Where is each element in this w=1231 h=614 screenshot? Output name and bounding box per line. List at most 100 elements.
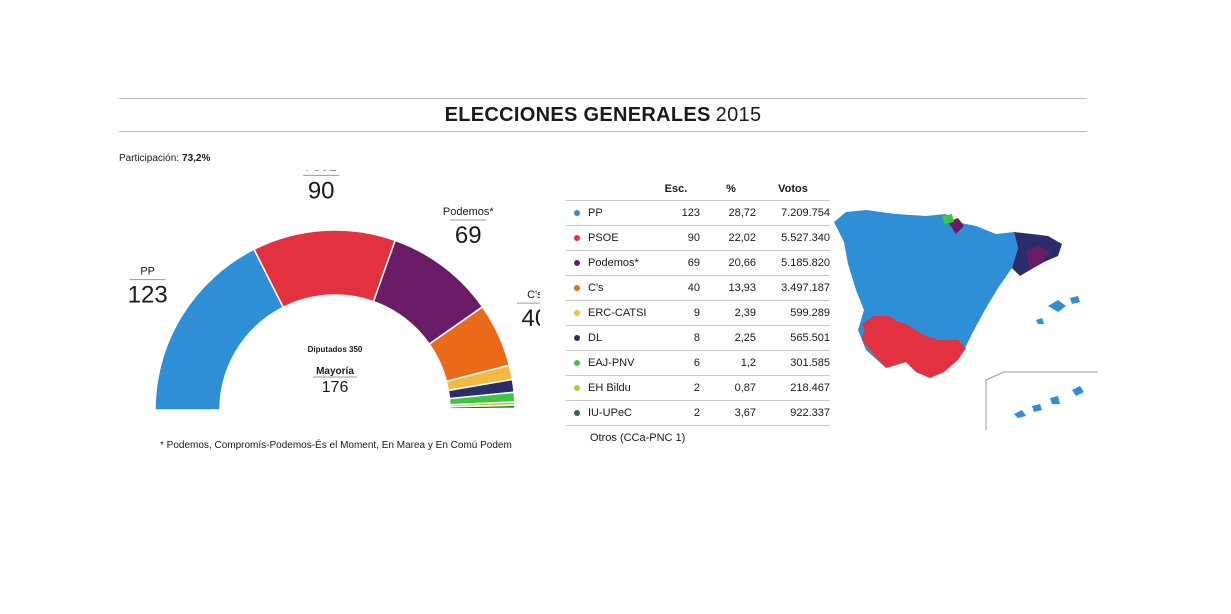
seats-cell: 69 [652, 250, 706, 276]
seat-label-3: C's 40 [516, 289, 540, 332]
votes-cell: 218.467 [756, 375, 830, 401]
legend-dot-cell [566, 250, 588, 276]
header-votes: Votos [778, 183, 808, 195]
party-label: PSOE [306, 170, 337, 173]
mayoria-label: Mayoría [316, 366, 354, 377]
percent-cell: 0,87 [706, 375, 756, 401]
legend-dot-cell [566, 200, 588, 226]
table-row: DL 8 2,25 565.501 [566, 325, 830, 351]
otros-note: Otros (CCa-PNC 1) [590, 432, 686, 444]
table-row: C's 40 13,93 3.497.187 [566, 275, 830, 301]
party-color-dot [574, 260, 580, 267]
votes-cell: 5.185.820 [756, 250, 830, 276]
title-main: ELECCIONES GENERALES [444, 104, 711, 126]
seats-cell: 8 [652, 325, 706, 351]
seats-cell: 2 [652, 375, 706, 401]
seats-cell: 2 [652, 400, 706, 426]
party-name: EAJ-PNV [588, 350, 652, 376]
title-bottom-rule [119, 131, 1087, 132]
seat-segment-0 [154, 248, 285, 411]
map-canarias-box [985, 371, 1098, 430]
diputados-label: Diputados 350 [308, 345, 363, 354]
spain-results-map [834, 210, 1098, 430]
seat-count: 90 [308, 177, 335, 204]
participation-label: Participación: [119, 153, 180, 164]
header-esc: Esc. [664, 183, 688, 195]
map-region-psoe-extremadura [862, 316, 896, 340]
table-row: PSOE 90 22,02 5.527.340 [566, 225, 830, 251]
table-row: ERC-CATSI 9 2,39 599.289 [566, 300, 830, 326]
page-title: ELECCIONES GENERALES 2015 [119, 104, 1087, 127]
seats-cell: 6 [652, 350, 706, 376]
party-color-dot [574, 310, 580, 317]
seats-cell: 9 [652, 300, 706, 326]
percent-cell: 1,2 [706, 350, 756, 376]
party-name: DL [588, 325, 652, 351]
participation: Participación: 73,2% [119, 153, 210, 164]
percent-cell: 2,39 [706, 300, 756, 326]
votes-cell: 5.527.340 [756, 225, 830, 251]
title-year: 2015 [715, 104, 762, 126]
party-color-dot [574, 210, 580, 217]
seat-label-1: PSOE 90 [303, 170, 340, 204]
legend-dot-cell [566, 300, 588, 326]
legend-dot-cell [566, 325, 588, 351]
seat-label-2: Podemos* 69 [443, 206, 494, 249]
map-baleares [1036, 296, 1080, 324]
percent-cell: 20,66 [706, 250, 756, 276]
party-label: C's [527, 289, 540, 301]
table-row: EAJ-PNV 6 1,2 301.585 [566, 350, 830, 376]
seats-cell: 123 [652, 200, 706, 226]
party-color-dot [574, 360, 580, 367]
table-row: IU-UPeC 2 3,67 922.337 [566, 400, 830, 426]
votes-cell: 3.497.187 [756, 275, 830, 301]
party-name: PP [588, 200, 652, 226]
votes-cell: 301.585 [756, 350, 830, 376]
legend-dot-cell [566, 275, 588, 301]
legend-dot-cell [566, 400, 588, 426]
party-color-dot [574, 285, 580, 292]
votes-cell: 7.209.754 [756, 200, 830, 226]
votes-cell: 922.337 [756, 400, 830, 426]
percent-cell: 22,02 [706, 225, 756, 251]
table-row: PP 123 28,72 7.209.754 [566, 200, 830, 226]
legend-dot-cell [566, 225, 588, 251]
top-rule [119, 98, 1087, 99]
party-name: ERC-CATSI [588, 300, 652, 326]
legend-dot-cell [566, 375, 588, 401]
table-header-row: Esc. % Votos [566, 178, 830, 201]
legend-dot-cell [566, 350, 588, 376]
percent-cell: 3,67 [706, 400, 756, 426]
percent-cell: 2,25 [706, 325, 756, 351]
table-row: EH Bildu 2 0,87 218.467 [566, 375, 830, 401]
percent-cell: 13,93 [706, 275, 756, 301]
percent-cell: 28,72 [706, 200, 756, 226]
map-canarias [1014, 386, 1084, 418]
seat-count: 123 [128, 282, 168, 309]
party-color-dot [574, 335, 580, 342]
votes-cell: 599.289 [756, 300, 830, 326]
table-row: Podemos* 69 20,66 5.185.820 [566, 250, 830, 276]
seat-segment-9 [449, 407, 516, 411]
seat-count: 69 [455, 222, 482, 249]
party-name: IU-UPeC [588, 400, 652, 426]
header-pct: % [726, 183, 736, 195]
seats-cell: 40 [652, 275, 706, 301]
party-name: Podemos* [588, 250, 652, 276]
mayoria-value: 176 [322, 379, 349, 396]
party-color-dot [574, 385, 580, 392]
parliament-chart: PP 123 PSOE 90 Podemos* 69 C's 40 Diputados 350 M… [128, 170, 540, 411]
party-name: PSOE [588, 225, 652, 251]
party-label: PP [140, 266, 155, 278]
map-region-pnv [942, 214, 954, 224]
map-region-podemos [948, 218, 1050, 270]
footnote: * Podemos, Compromís-Podemos-És el Momen… [160, 440, 512, 451]
party-color-dot [574, 235, 580, 242]
seat-count: 40 [522, 305, 540, 332]
party-name: C's [588, 275, 652, 301]
party-color-dot [574, 410, 580, 417]
seats-cell: 90 [652, 225, 706, 251]
participation-value: 73,2% [182, 153, 211, 164]
party-name: EH Bildu [588, 375, 652, 401]
party-label: Podemos* [443, 206, 494, 218]
